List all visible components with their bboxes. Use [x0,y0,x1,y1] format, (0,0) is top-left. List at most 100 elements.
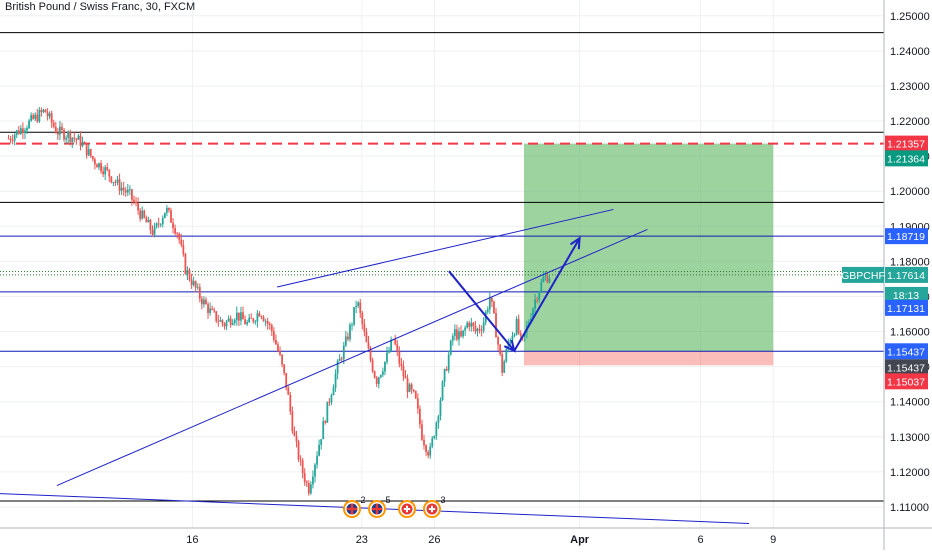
candle-body [240,312,242,321]
projection-arrows[interactable] [448,236,581,353]
candle-body [219,320,222,322]
candle-body [386,352,388,362]
candle-body [198,287,201,299]
candle-body [519,333,522,336]
candle-body [289,394,292,412]
candle-body [143,210,146,218]
price-axis-tick-label: 1.25000 [890,11,930,23]
candle-body [44,109,47,113]
candle-body [357,302,360,306]
candle-body [351,324,353,326]
candle-body [30,115,33,121]
candle-body [410,384,413,390]
candle-body [361,312,364,325]
candle-body [501,354,504,373]
candle-body [225,321,228,327]
position-stop-zone [523,351,774,366]
candle-body [482,322,485,331]
candle-body [509,339,512,343]
price-label-box [885,150,928,167]
candle-body [355,305,358,308]
chart-title: British Pound / Swiss Franc, 30, FXCM [5,1,196,13]
price-label-box [885,359,928,376]
candle-body [536,299,539,301]
candle-body [75,138,78,140]
candle-body [472,322,475,327]
candle-body [28,120,30,129]
price-label-box [885,135,928,152]
candle-body [493,301,495,314]
candle-body [223,323,226,327]
candle-body [336,361,339,374]
candle-body [215,311,218,322]
candle-body [322,421,325,440]
time-axis-tick-label: Apr [570,534,590,546]
candle-body [157,223,160,225]
candle-body [147,219,150,223]
candle-body [375,377,378,384]
candle-body [449,340,452,355]
candle-body [98,163,100,168]
time-axis-tick-label: 9 [770,534,776,546]
candle-body [59,126,61,135]
candle-body [15,130,18,135]
candle-body [34,114,37,119]
candle-body [207,304,209,313]
candle-body [93,159,96,165]
candle-body [11,140,14,141]
candle-body [303,473,306,483]
candle-body [330,395,333,403]
candle-body [252,318,255,322]
candle-body [309,484,312,494]
symbol-label-box [842,266,884,283]
candle-body [61,126,63,130]
price-label: 18:13 [893,290,919,302]
trend-line [0,493,750,524]
candlestick-series [7,107,551,496]
position-profit-zone [523,143,774,352]
candle-body [396,344,399,351]
candle-body [490,297,493,302]
candle-body [96,164,98,168]
trend-line [277,208,614,288]
candle-body [69,131,72,142]
candle-body [13,134,16,141]
candle-body [190,279,193,285]
horizontal-levels[interactable] [0,32,884,502]
candle-body [112,181,115,183]
candle-body [213,309,216,312]
candle-body [114,181,117,183]
candle-body [503,361,506,373]
candle-body [470,322,473,327]
price-axis-tick-label: 1.24000 [890,46,930,58]
price-axis-tick-label: 1.22000 [890,116,930,128]
candle-body [221,320,224,324]
candle-body [505,348,508,362]
candle-body [513,334,516,336]
trend-lines[interactable] [0,208,750,524]
candle-body [466,322,469,328]
candle-body [538,291,541,300]
trend-line [56,228,648,487]
price-axis-tick-label: 1.18000 [890,256,930,268]
candle-body [91,156,94,160]
candle-body [83,142,86,144]
price-axis-tick-label: 1.20000 [890,186,930,198]
candle-body [353,307,355,325]
candle-body [264,321,267,322]
candle-body [532,308,534,319]
candle-body [149,219,152,230]
long-position-tool[interactable] [523,143,774,366]
candle-body [540,281,543,292]
candle-body [56,132,59,135]
event-markers[interactable]: 2 5 3 [343,495,446,518]
candle-body [507,342,510,349]
candle-body [89,149,92,157]
candle-body [369,348,372,360]
candle-body [400,363,403,366]
candle-body [139,210,142,219]
candle-body [174,228,177,234]
candle-body [184,254,187,274]
